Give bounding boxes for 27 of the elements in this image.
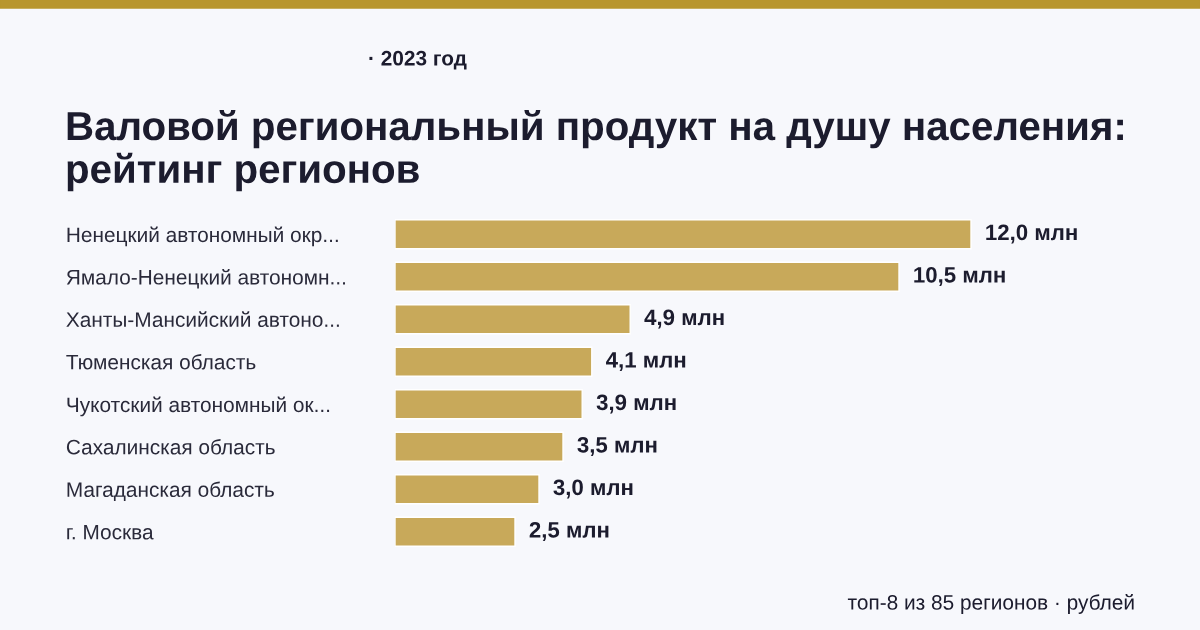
chart-subtitle: · 2023 год [369, 50, 467, 70]
y-tick-label: Тюменская область [66, 354, 256, 370]
bar [395, 474, 540, 505]
data-label: 3,9 млн [596, 394, 676, 414]
bar [395, 431, 564, 462]
data-label: 3,5 млн [577, 436, 657, 456]
data-label: 10,5 млн [914, 266, 1005, 286]
data-label: 12,0 млн [986, 224, 1077, 244]
chart-title: Валовой региональный продукт на душу населения: рейтинг регионов [67, 110, 1123, 192]
bar [395, 346, 593, 377]
data-label: 3,0 млн [553, 479, 633, 499]
y-tick-label: Ненецкий автономный окр... [67, 226, 338, 247]
y-tick-label: Чукотский автономный ок... [67, 396, 330, 417]
data-label: 4,9 млн [644, 309, 724, 329]
y-tick-label: г. Москва [67, 524, 154, 540]
bar [395, 516, 516, 547]
data-label: 2,5 млн [529, 521, 609, 541]
bar [395, 389, 583, 420]
bar [395, 261, 900, 292]
y-tick-label: Ямало-Ненецкий автономн... [66, 268, 345, 289]
y-tick-label: Магаданская область [67, 481, 274, 501]
y-tick-label: Сахалинская область [66, 439, 275, 455]
data-label: 4,1 млн [606, 352, 686, 371]
y-tick-label: Ханты-Мансийский автоно... [66, 311, 339, 327]
bar [395, 219, 972, 250]
text: топ-8 из 85 регионов · рублей [847, 594, 1134, 614]
bar [395, 304, 631, 335]
